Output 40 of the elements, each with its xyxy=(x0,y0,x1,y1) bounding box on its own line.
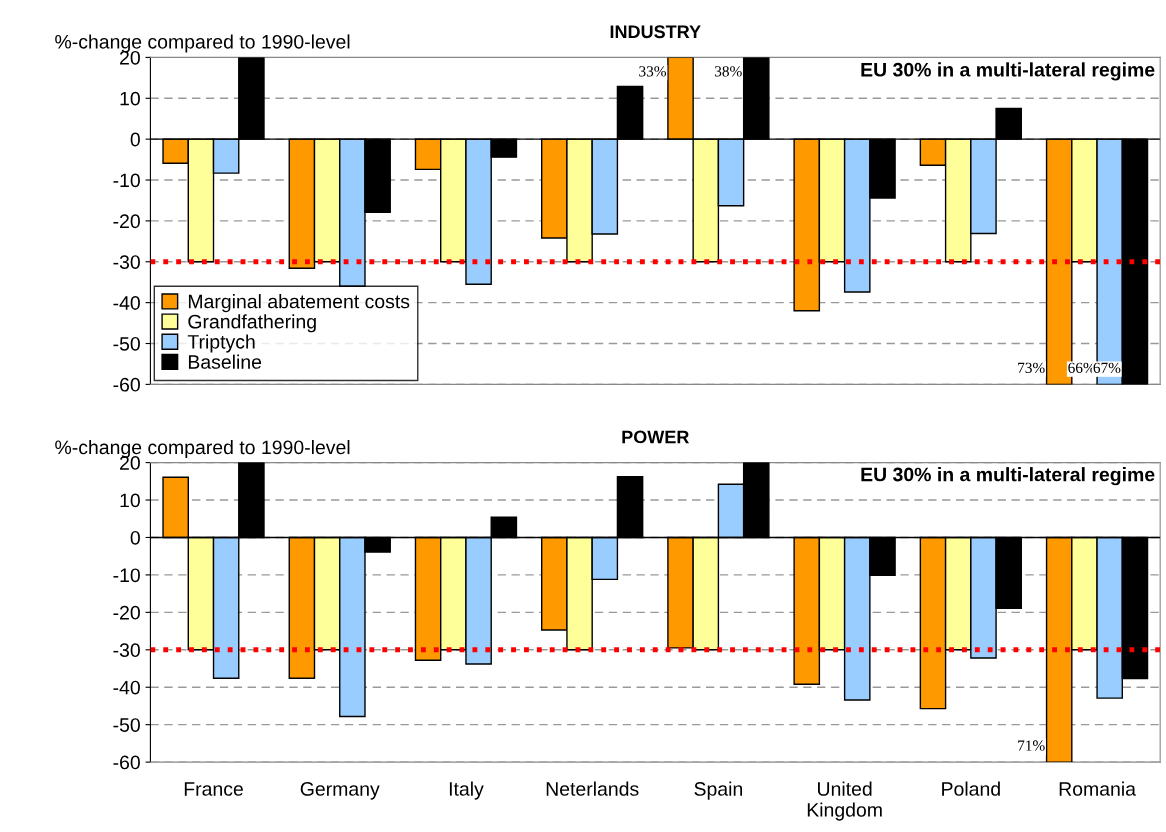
y-tick-label: -50 xyxy=(113,336,140,351)
chart-title: POWER xyxy=(622,430,690,444)
y-tick-label: -10 xyxy=(113,568,140,583)
chart-title: INDUSTRY xyxy=(610,25,701,39)
annotation: EU 30% in a multi-lateral regime xyxy=(861,62,1155,81)
y-tick-label: 10 xyxy=(120,493,140,508)
y-tick-label: -20 xyxy=(113,214,140,229)
annotation: 73% xyxy=(1018,362,1045,373)
x-tick-label: France xyxy=(184,782,243,796)
legend-label: Triptych xyxy=(187,334,255,353)
y-tick-label: 20 xyxy=(120,456,140,470)
x-tick-label: United Kingdom xyxy=(807,781,882,821)
legend-label: Marginal abatement costs xyxy=(188,294,410,313)
x-tick-label: Italy xyxy=(449,781,484,800)
y-tick-label: -40 xyxy=(113,680,140,695)
legend-label: Grandfathering xyxy=(188,314,316,333)
annotation: 71% xyxy=(1018,740,1045,751)
x-tick-label: Neterlands xyxy=(546,781,639,796)
x-tick-label: Poland xyxy=(942,781,1000,796)
y-tick-label: 20 xyxy=(120,50,140,65)
x-tick-label: Spain xyxy=(694,781,743,800)
y-tick-label: -50 xyxy=(113,718,140,732)
y-tick-label: -30 xyxy=(113,643,140,658)
y-tick-label: -20 xyxy=(113,605,140,620)
y-tick-label: -40 xyxy=(113,296,140,310)
y-tick-label: -10 xyxy=(113,173,140,188)
y-tick-label: -60 xyxy=(113,755,140,770)
y-tick-label: 10 xyxy=(120,91,140,106)
x-tick-label: Germany xyxy=(300,782,380,800)
legend-label: Baseline xyxy=(188,354,262,369)
annotation: EU 30% in a multi-lateral regime xyxy=(861,467,1155,486)
annotation: 33% xyxy=(639,66,666,77)
y-tick-label: 0 xyxy=(130,530,140,545)
y-tick-label: -30 xyxy=(113,255,140,270)
y-axis-title: %-change compared to 1990-level xyxy=(55,34,350,53)
x-tick-label: Romania xyxy=(1059,781,1136,796)
y-tick-label: -60 xyxy=(113,377,140,392)
y-tick-label: 0 xyxy=(130,132,140,147)
annotation: 38% xyxy=(714,66,742,77)
y-axis-title: %-change compared to 1990-level xyxy=(55,439,350,459)
